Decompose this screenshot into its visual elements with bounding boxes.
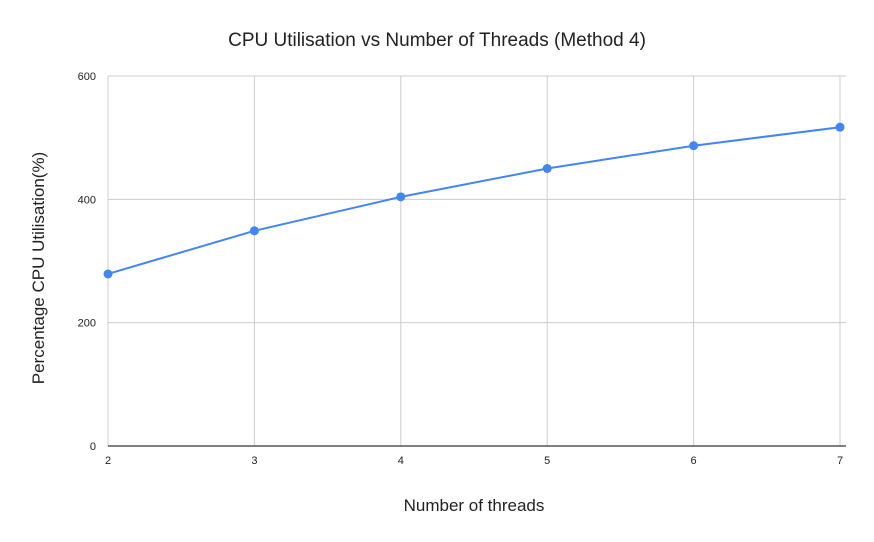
x-tick-label: 2	[105, 455, 111, 467]
tick-labels: 0 200 400 600 2 3 4 5 6 7	[78, 71, 843, 467]
y-tick-label: 0	[90, 441, 96, 453]
chart-title: CPU Utilisation vs Number of Threads (Me…	[228, 30, 646, 51]
series-layer	[103, 122, 845, 279]
data-point	[542, 164, 552, 173]
data-point	[103, 269, 113, 279]
x-tick-label: 7	[837, 455, 843, 467]
x-tick-label: 3	[251, 455, 257, 467]
x-tick-label: 5	[544, 455, 550, 467]
y-tick-label: 400	[78, 194, 96, 206]
y-axis-title: Percentage CPU Utilisation(%)	[29, 152, 48, 384]
data-point	[249, 226, 259, 236]
data-point	[835, 122, 845, 132]
data-point	[396, 192, 406, 202]
data-point	[689, 141, 699, 151]
grid	[107, 75, 846, 447]
x-axis-title: Number of threads	[404, 496, 545, 515]
x-tick-label: 4	[398, 455, 404, 467]
y-tick-label: 200	[78, 318, 96, 330]
x-tick-label: 6	[691, 455, 697, 467]
series-line	[107, 126, 841, 275]
y-tick-label: 600	[78, 71, 96, 83]
